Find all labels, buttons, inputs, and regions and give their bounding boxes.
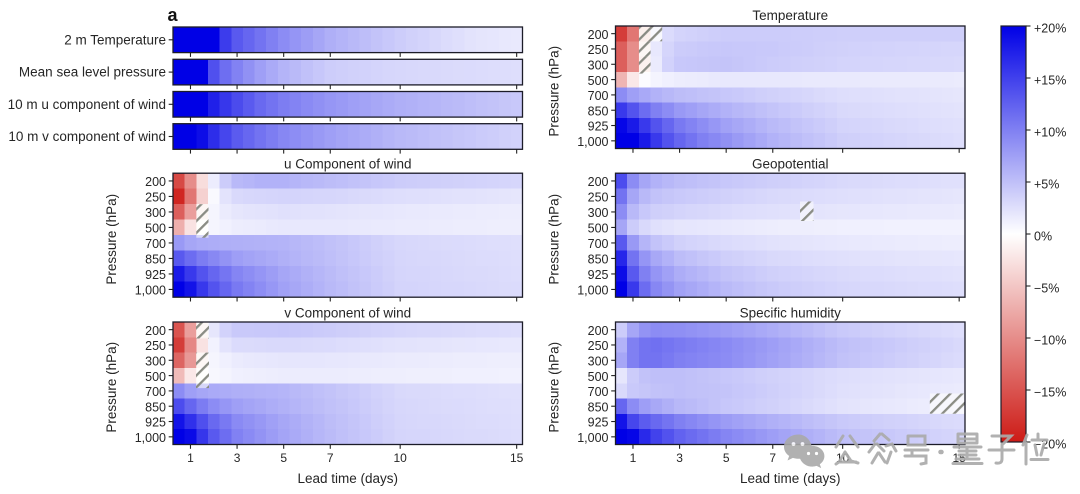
svg-text:u Component of wind: u Component of wind xyxy=(284,157,412,172)
svg-text:10 m v component of wind: 10 m v component of wind xyxy=(8,129,166,144)
svg-text:3: 3 xyxy=(234,451,241,465)
svg-text:−15%: −15% xyxy=(1034,386,1066,400)
svg-text:700: 700 xyxy=(145,385,166,399)
svg-text:925: 925 xyxy=(145,416,166,430)
svg-text:200: 200 xyxy=(588,175,609,189)
svg-text:925: 925 xyxy=(588,416,609,430)
svg-text:1,000: 1,000 xyxy=(135,431,166,445)
svg-text:3: 3 xyxy=(676,451,683,465)
svg-text:Lead time (days): Lead time (days) xyxy=(740,471,841,486)
svg-text:925: 925 xyxy=(145,268,166,282)
svg-text:700: 700 xyxy=(588,237,609,251)
svg-text:200: 200 xyxy=(588,324,609,338)
svg-text:300: 300 xyxy=(588,206,609,220)
svg-text:700: 700 xyxy=(588,385,609,399)
svg-text:250: 250 xyxy=(588,43,609,57)
svg-text:10 m u component of wind: 10 m u component of wind xyxy=(8,97,166,112)
svg-text:850: 850 xyxy=(588,400,609,414)
svg-text:+20%: +20% xyxy=(1034,22,1066,36)
svg-text:300: 300 xyxy=(145,206,166,220)
svg-text:250: 250 xyxy=(588,191,609,205)
svg-text:500: 500 xyxy=(145,222,166,236)
svg-text:−10%: −10% xyxy=(1034,334,1066,348)
svg-text:500: 500 xyxy=(145,370,166,384)
svg-text:1,000: 1,000 xyxy=(577,135,608,149)
svg-text:300: 300 xyxy=(588,58,609,72)
svg-text:7: 7 xyxy=(327,451,334,465)
svg-text:250: 250 xyxy=(588,339,609,353)
svg-text:+10%: +10% xyxy=(1034,126,1066,140)
svg-text:300: 300 xyxy=(588,354,609,368)
svg-text:+5%: +5% xyxy=(1034,178,1059,192)
svg-text:250: 250 xyxy=(145,191,166,205)
svg-text:250: 250 xyxy=(145,339,166,353)
svg-text:200: 200 xyxy=(145,175,166,189)
svg-text:1: 1 xyxy=(187,451,194,465)
svg-text:Pressure (hPa): Pressure (hPa) xyxy=(547,46,562,137)
svg-text:5: 5 xyxy=(280,451,287,465)
svg-text:Pressure (hPa): Pressure (hPa) xyxy=(547,342,562,433)
svg-text:700: 700 xyxy=(588,89,609,103)
svg-text:−5%: −5% xyxy=(1034,282,1059,296)
svg-text:a: a xyxy=(168,5,179,25)
svg-text:850: 850 xyxy=(588,253,609,267)
svg-text:700: 700 xyxy=(145,237,166,251)
svg-text:925: 925 xyxy=(588,268,609,282)
svg-text:850: 850 xyxy=(588,104,609,118)
svg-text:5: 5 xyxy=(723,451,730,465)
svg-text:850: 850 xyxy=(145,253,166,267)
svg-text:850: 850 xyxy=(145,400,166,414)
svg-text:1,000: 1,000 xyxy=(135,284,166,298)
svg-text:Mean sea level pressure: Mean sea level pressure xyxy=(19,65,166,80)
svg-text:200: 200 xyxy=(145,324,166,338)
svg-text:925: 925 xyxy=(588,120,609,134)
svg-text:500: 500 xyxy=(588,370,609,384)
svg-text:Pressure (hPa): Pressure (hPa) xyxy=(104,342,119,433)
svg-text:0%: 0% xyxy=(1034,230,1052,244)
svg-text:2 m Temperature: 2 m Temperature xyxy=(64,32,166,47)
svg-text:v Component of wind: v Component of wind xyxy=(284,306,411,321)
svg-text:300: 300 xyxy=(145,354,166,368)
svg-text:Pressure (hPa): Pressure (hPa) xyxy=(104,194,119,285)
svg-text:7: 7 xyxy=(769,451,776,465)
svg-text:Geopotential: Geopotential xyxy=(752,157,829,172)
svg-text:+15%: +15% xyxy=(1034,74,1066,88)
svg-text:1,000: 1,000 xyxy=(577,284,608,298)
svg-text:500: 500 xyxy=(588,74,609,88)
svg-text:15: 15 xyxy=(510,451,524,465)
svg-text:10: 10 xyxy=(394,451,408,465)
svg-text:Pressure (hPa): Pressure (hPa) xyxy=(547,194,562,285)
svg-text:Temperature: Temperature xyxy=(752,8,828,23)
svg-text:Specific humidity: Specific humidity xyxy=(740,306,842,321)
svg-text:500: 500 xyxy=(588,222,609,236)
svg-text:1,000: 1,000 xyxy=(577,431,608,445)
svg-text:1: 1 xyxy=(630,451,637,465)
svg-text:200: 200 xyxy=(588,28,609,42)
svg-text:Lead time (days): Lead time (days) xyxy=(297,471,398,486)
